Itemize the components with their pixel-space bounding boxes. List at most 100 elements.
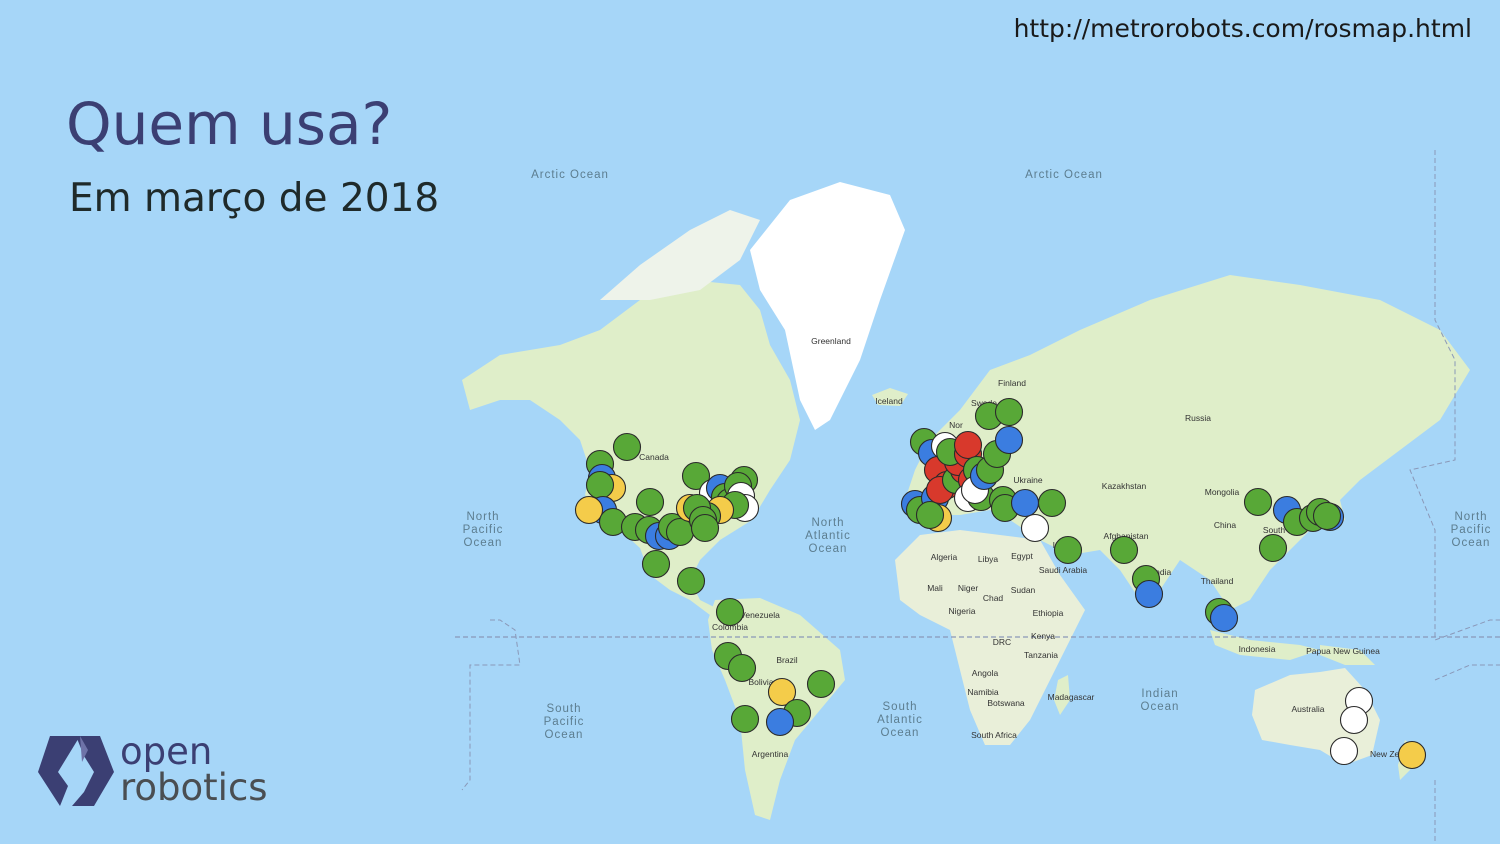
location-marker[interactable] [641, 549, 671, 579]
ocean-label: Arctic Ocean [531, 169, 609, 181]
logo-line-2: robotics [120, 766, 268, 809]
place-label: Iceland [875, 396, 903, 406]
place-label: Botswana [987, 698, 1025, 708]
place-label: Bolivia [748, 677, 773, 687]
place-label: Greenland [811, 336, 851, 346]
logo-line-1: open [120, 730, 213, 773]
location-marker[interactable] [1209, 603, 1239, 633]
landmass-iceland [872, 388, 908, 406]
location-marker[interactable] [1397, 740, 1427, 770]
place-label: India [1153, 567, 1172, 577]
place-label: New Zealand [1370, 749, 1420, 759]
place-label: Thailand [1201, 576, 1234, 586]
place-label: Algeria [931, 552, 958, 562]
location-marker[interactable] [915, 500, 945, 530]
location-marker[interactable] [1134, 579, 1164, 609]
place-label: Brazil [776, 655, 797, 665]
place-label: Colombia [712, 622, 748, 632]
place-label: Egypt [1011, 551, 1033, 561]
landmass-indonesia [1210, 630, 1320, 660]
location-marker[interactable] [690, 513, 720, 543]
location-marker[interactable] [1109, 535, 1139, 565]
place-label: Sudan [1011, 585, 1036, 595]
landmass-papua [1320, 645, 1375, 665]
location-marker[interactable] [676, 566, 706, 596]
ocean-label: North Atlantic Ocean [805, 517, 851, 555]
place-label: Ethiopia [1033, 608, 1064, 618]
landmass-greenland [750, 182, 905, 430]
ocean-label: North Pacific Ocean [1451, 511, 1492, 549]
place-label: DRC [993, 637, 1011, 647]
place-label: Finland [998, 378, 1026, 388]
location-marker[interactable] [730, 704, 760, 734]
date-line-south [1434, 664, 1500, 681]
place-label: Argentina [752, 749, 789, 759]
date-line-west [461, 619, 521, 791]
place-label: Tanzania [1024, 650, 1058, 660]
location-marker[interactable] [994, 397, 1024, 427]
place-label: Indonesia [1239, 644, 1276, 654]
landmass-madagascar [1054, 675, 1070, 715]
location-marker[interactable] [1010, 488, 1040, 518]
location-marker[interactable] [1053, 535, 1083, 565]
place-label: Mongolia [1205, 487, 1240, 497]
place-label: Australia [1291, 704, 1324, 714]
location-marker[interactable] [612, 432, 642, 462]
place-label: Niger [958, 583, 978, 593]
date-line-east [1409, 150, 1500, 641]
location-marker[interactable] [727, 653, 757, 683]
location-marker[interactable] [953, 430, 983, 460]
page-subtitle: Em março de 2018 [69, 176, 440, 221]
source-url: http://metrorobots.com/rosmap.html [1013, 14, 1472, 43]
ocean-label: South Pacific Ocean [544, 703, 585, 741]
place-label: Russia [1185, 413, 1211, 423]
map-markers [574, 397, 1427, 770]
location-marker[interactable] [994, 425, 1024, 455]
place-label: Afghanistan [1104, 531, 1149, 541]
place-label: Kenya [1031, 631, 1055, 641]
place-label: Saudi Arabia [1039, 565, 1087, 575]
place-label: Ukraine [1013, 475, 1043, 485]
place-label: South Africa [971, 730, 1017, 740]
landmass-canadian-arctic [600, 210, 760, 300]
location-marker[interactable] [1243, 487, 1273, 517]
place-label: Libya [978, 554, 999, 564]
ocean-label: Indian Ocean [1141, 688, 1180, 713]
location-marker[interactable] [574, 495, 604, 525]
place-label: Canada [639, 452, 669, 462]
location-marker[interactable] [1312, 501, 1342, 531]
ocean-label: South Atlantic Ocean [877, 701, 923, 739]
open-robotics-logo-icon [38, 736, 114, 806]
location-marker[interactable] [715, 597, 745, 627]
location-marker[interactable] [681, 461, 711, 491]
landmass-africa [895, 530, 1085, 745]
place-label: Namibia [967, 687, 998, 697]
place-label: Angola [972, 668, 999, 678]
place-label: South [1263, 525, 1285, 535]
location-marker[interactable] [806, 669, 836, 699]
place-label: Nor [949, 420, 963, 430]
location-marker[interactable] [1020, 513, 1050, 543]
map-labels: Arctic Ocean Arctic Ocean North Pacific Ocea… [463, 169, 1492, 759]
location-marker[interactable] [1258, 533, 1288, 563]
location-marker[interactable] [1339, 705, 1369, 735]
place-label: Madagascar [1048, 692, 1095, 702]
page-title: Quem usa? [66, 90, 393, 158]
location-marker[interactable] [1037, 488, 1067, 518]
place-label: Kazakhstan [1102, 481, 1147, 491]
place-label: Venezuela [740, 610, 780, 620]
location-marker[interactable] [585, 470, 615, 500]
ocean-label: North Pacific Ocean [463, 511, 504, 549]
location-marker[interactable] [767, 677, 797, 707]
place-label: Papua New Guinea [1306, 646, 1380, 656]
location-marker[interactable] [635, 487, 665, 517]
location-marker[interactable] [1329, 736, 1359, 766]
ocean-label: Arctic Ocean [1025, 169, 1103, 181]
place-label: Chad [983, 593, 1004, 603]
place-label: Nigeria [949, 606, 976, 616]
place-label: China [1214, 520, 1236, 530]
place-label: Mali [927, 583, 943, 593]
logo-wordmark: open robotics [120, 730, 268, 809]
location-marker[interactable] [765, 707, 795, 737]
